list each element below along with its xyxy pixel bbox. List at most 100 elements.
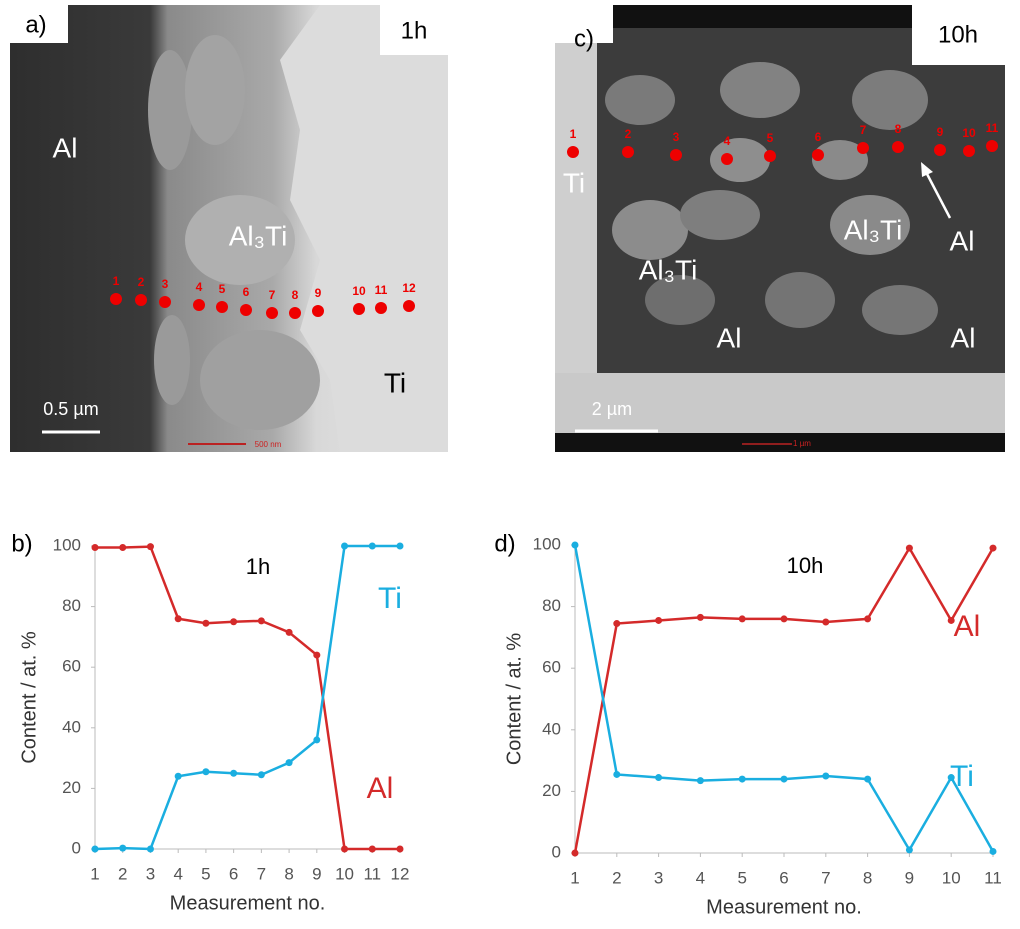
panel-label: a) bbox=[25, 11, 46, 38]
point-number: 6 bbox=[815, 130, 822, 144]
data-point bbox=[397, 543, 404, 550]
x-tick-label: 2 bbox=[612, 868, 621, 887]
data-point bbox=[92, 544, 99, 551]
data-point bbox=[697, 614, 704, 621]
data-point bbox=[230, 770, 237, 777]
measurement-point bbox=[193, 299, 205, 311]
y-tick-label: 20 bbox=[62, 778, 81, 797]
chart-annotation: 10h bbox=[787, 553, 824, 578]
data-point bbox=[655, 617, 662, 624]
phase-label: Al bbox=[717, 322, 742, 353]
x-tick-label: 2 bbox=[118, 864, 127, 883]
time-label: 1h bbox=[401, 17, 428, 44]
y-tick-label: 20 bbox=[542, 781, 561, 800]
measurement-point bbox=[403, 300, 415, 312]
data-point bbox=[990, 848, 997, 855]
series-line bbox=[575, 548, 993, 853]
data-point bbox=[286, 759, 293, 766]
x-tick-label: 10 bbox=[942, 868, 961, 887]
measurement-point bbox=[622, 146, 634, 158]
data-point bbox=[119, 544, 126, 551]
x-axis-label: Measurement no. bbox=[706, 896, 862, 918]
y-axis-label: Content / at. % bbox=[503, 633, 525, 766]
point-number: 10 bbox=[962, 126, 976, 140]
data-point bbox=[341, 846, 348, 853]
point-number: 8 bbox=[895, 122, 902, 136]
measurement-point bbox=[963, 145, 975, 157]
time-label: 10h bbox=[938, 21, 978, 48]
x-tick-label: 7 bbox=[821, 868, 830, 887]
data-point bbox=[147, 846, 154, 853]
point-number: 4 bbox=[196, 280, 203, 294]
data-point bbox=[202, 620, 209, 627]
series-line bbox=[95, 546, 400, 849]
data-point bbox=[369, 846, 376, 853]
x-tick-label: 11 bbox=[984, 868, 1002, 887]
point-number: 9 bbox=[937, 125, 944, 139]
x-tick-label: 10 bbox=[335, 864, 354, 883]
y-tick-label: 60 bbox=[542, 658, 561, 677]
measurement-point bbox=[986, 140, 998, 152]
instrument-scale: 500 nm bbox=[255, 440, 282, 449]
scale-bar-label: 0.5 µm bbox=[43, 399, 98, 419]
phase-label: Al bbox=[951, 322, 976, 353]
measurement-point bbox=[110, 293, 122, 305]
y-tick-label: 0 bbox=[72, 838, 81, 857]
point-number: 7 bbox=[269, 288, 276, 302]
data-point bbox=[147, 543, 154, 550]
y-tick-label: 80 bbox=[62, 596, 81, 615]
data-point bbox=[906, 545, 913, 552]
y-tick-label: 40 bbox=[62, 717, 81, 736]
measurement-point bbox=[670, 149, 682, 161]
data-point bbox=[92, 846, 99, 853]
data-point bbox=[864, 615, 871, 622]
measurement-point bbox=[857, 142, 869, 154]
data-point bbox=[655, 774, 662, 781]
data-point bbox=[864, 776, 871, 783]
data-point bbox=[822, 773, 829, 780]
y-tick-label: 0 bbox=[552, 842, 561, 861]
figure: a)1hAlAl₃TiTi1234567891011120.5 µm500 nm… bbox=[0, 0, 1020, 924]
phase-label: Al bbox=[53, 132, 78, 163]
data-point bbox=[572, 850, 579, 857]
y-tick-label: 60 bbox=[62, 657, 81, 676]
data-point bbox=[202, 768, 209, 775]
measurement-point bbox=[312, 305, 324, 317]
x-tick-label: 5 bbox=[737, 868, 746, 887]
scale-bar-label: 2 µm bbox=[592, 399, 632, 419]
data-point bbox=[822, 619, 829, 626]
x-tick-label: 5 bbox=[201, 864, 210, 883]
measurement-point bbox=[216, 301, 228, 313]
x-tick-label: 3 bbox=[654, 868, 663, 887]
point-number: 3 bbox=[162, 277, 169, 291]
data-point bbox=[906, 846, 913, 853]
point-number: 3 bbox=[673, 130, 680, 144]
point-number: 4 bbox=[724, 134, 731, 148]
y-tick-label: 40 bbox=[542, 719, 561, 738]
data-point bbox=[313, 736, 320, 743]
point-number: 5 bbox=[219, 282, 226, 296]
point-number: 11 bbox=[375, 283, 388, 297]
instrument-scale: 1 µm bbox=[793, 439, 811, 448]
data-point bbox=[369, 543, 376, 550]
point-number: 5 bbox=[767, 131, 774, 145]
panel-label: c) bbox=[574, 25, 594, 52]
x-tick-label: 11 bbox=[363, 864, 381, 883]
phase-label: Ti bbox=[563, 167, 585, 198]
phase-label: Al bbox=[950, 225, 975, 256]
data-point bbox=[739, 615, 746, 622]
series-line bbox=[575, 545, 993, 851]
y-tick-label: 100 bbox=[533, 534, 561, 553]
panel-label: b) bbox=[11, 530, 32, 557]
data-point bbox=[990, 545, 997, 552]
measurement-point bbox=[764, 150, 776, 162]
x-tick-label: 8 bbox=[863, 868, 872, 887]
point-number: 8 bbox=[292, 288, 299, 302]
data-point bbox=[175, 773, 182, 780]
measurement-point bbox=[266, 307, 278, 319]
measurement-point bbox=[892, 141, 904, 153]
series-label: Al bbox=[954, 610, 981, 643]
phase-label: Al₃Ti bbox=[229, 220, 288, 251]
y-axis-label: Content / at. % bbox=[18, 631, 40, 764]
data-point bbox=[613, 771, 620, 778]
